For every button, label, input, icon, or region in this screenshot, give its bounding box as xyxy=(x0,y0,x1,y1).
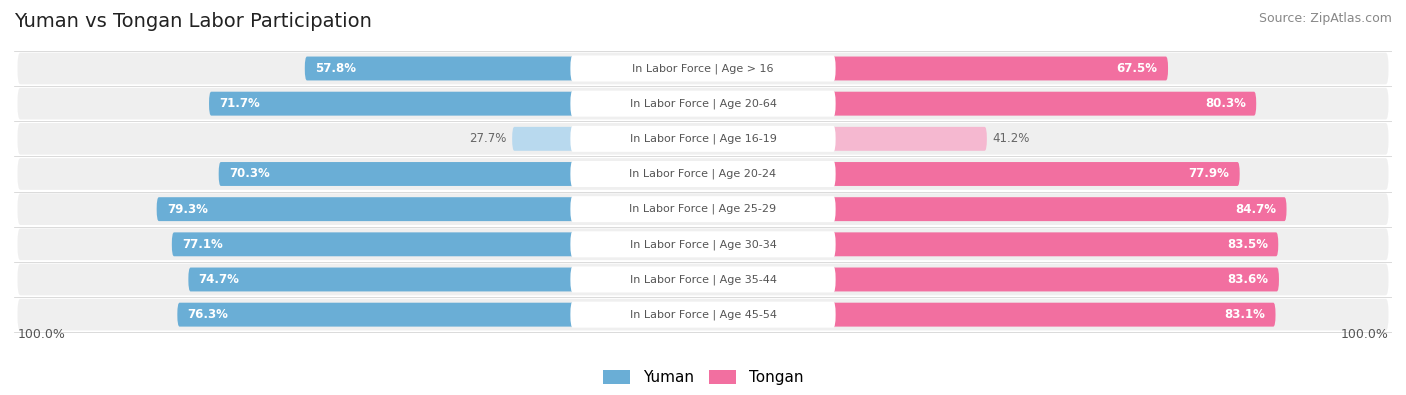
Text: In Labor Force | Age 35-44: In Labor Force | Age 35-44 xyxy=(630,274,776,285)
Text: 41.2%: 41.2% xyxy=(993,132,1029,145)
Text: 74.7%: 74.7% xyxy=(198,273,239,286)
FancyBboxPatch shape xyxy=(703,197,1286,221)
Text: In Labor Force | Age 30-34: In Labor Force | Age 30-34 xyxy=(630,239,776,250)
Text: In Labor Force | Age 25-29: In Labor Force | Age 25-29 xyxy=(630,204,776,214)
FancyBboxPatch shape xyxy=(219,162,703,186)
Text: 100.0%: 100.0% xyxy=(17,328,66,341)
Text: 83.1%: 83.1% xyxy=(1225,308,1265,321)
FancyBboxPatch shape xyxy=(703,127,987,151)
FancyBboxPatch shape xyxy=(703,92,1256,116)
FancyBboxPatch shape xyxy=(512,127,703,151)
FancyBboxPatch shape xyxy=(571,90,835,117)
FancyBboxPatch shape xyxy=(17,299,1389,331)
FancyBboxPatch shape xyxy=(571,231,835,257)
Text: 57.8%: 57.8% xyxy=(315,62,356,75)
Text: 83.6%: 83.6% xyxy=(1227,273,1268,286)
Text: In Labor Force | Age 16-19: In Labor Force | Age 16-19 xyxy=(630,134,776,144)
Text: In Labor Force | Age 20-64: In Labor Force | Age 20-64 xyxy=(630,98,776,109)
FancyBboxPatch shape xyxy=(571,126,835,152)
Text: 80.3%: 80.3% xyxy=(1205,97,1246,110)
Text: 77.1%: 77.1% xyxy=(183,238,224,251)
FancyBboxPatch shape xyxy=(703,56,1168,81)
FancyBboxPatch shape xyxy=(172,232,703,256)
Text: 71.7%: 71.7% xyxy=(219,97,260,110)
FancyBboxPatch shape xyxy=(188,267,703,292)
Text: Source: ZipAtlas.com: Source: ZipAtlas.com xyxy=(1258,12,1392,25)
FancyBboxPatch shape xyxy=(17,88,1389,119)
FancyBboxPatch shape xyxy=(571,55,835,81)
Text: 27.7%: 27.7% xyxy=(470,132,506,145)
FancyBboxPatch shape xyxy=(703,232,1278,256)
FancyBboxPatch shape xyxy=(703,267,1279,292)
Text: 83.5%: 83.5% xyxy=(1227,238,1268,251)
FancyBboxPatch shape xyxy=(17,123,1389,155)
FancyBboxPatch shape xyxy=(703,303,1275,327)
FancyBboxPatch shape xyxy=(703,162,1240,186)
Text: 79.3%: 79.3% xyxy=(167,203,208,216)
FancyBboxPatch shape xyxy=(571,267,835,292)
Legend: Yuman, Tongan: Yuman, Tongan xyxy=(596,364,810,391)
Text: In Labor Force | Age 20-24: In Labor Force | Age 20-24 xyxy=(630,169,776,179)
FancyBboxPatch shape xyxy=(305,56,703,81)
FancyBboxPatch shape xyxy=(17,158,1389,190)
Text: 67.5%: 67.5% xyxy=(1116,62,1157,75)
Text: In Labor Force | Age > 16: In Labor Force | Age > 16 xyxy=(633,63,773,74)
FancyBboxPatch shape xyxy=(17,264,1389,295)
Text: 70.3%: 70.3% xyxy=(229,167,270,181)
FancyBboxPatch shape xyxy=(571,161,835,187)
Text: In Labor Force | Age 45-54: In Labor Force | Age 45-54 xyxy=(630,309,776,320)
FancyBboxPatch shape xyxy=(177,303,703,327)
FancyBboxPatch shape xyxy=(17,53,1389,84)
Text: 84.7%: 84.7% xyxy=(1236,203,1277,216)
Text: Yuman vs Tongan Labor Participation: Yuman vs Tongan Labor Participation xyxy=(14,12,373,31)
FancyBboxPatch shape xyxy=(17,228,1389,260)
FancyBboxPatch shape xyxy=(571,302,835,328)
FancyBboxPatch shape xyxy=(209,92,703,116)
FancyBboxPatch shape xyxy=(17,193,1389,225)
FancyBboxPatch shape xyxy=(571,196,835,222)
FancyBboxPatch shape xyxy=(156,197,703,221)
Text: 100.0%: 100.0% xyxy=(1340,328,1389,341)
Text: 76.3%: 76.3% xyxy=(187,308,229,321)
Text: 77.9%: 77.9% xyxy=(1188,167,1229,181)
